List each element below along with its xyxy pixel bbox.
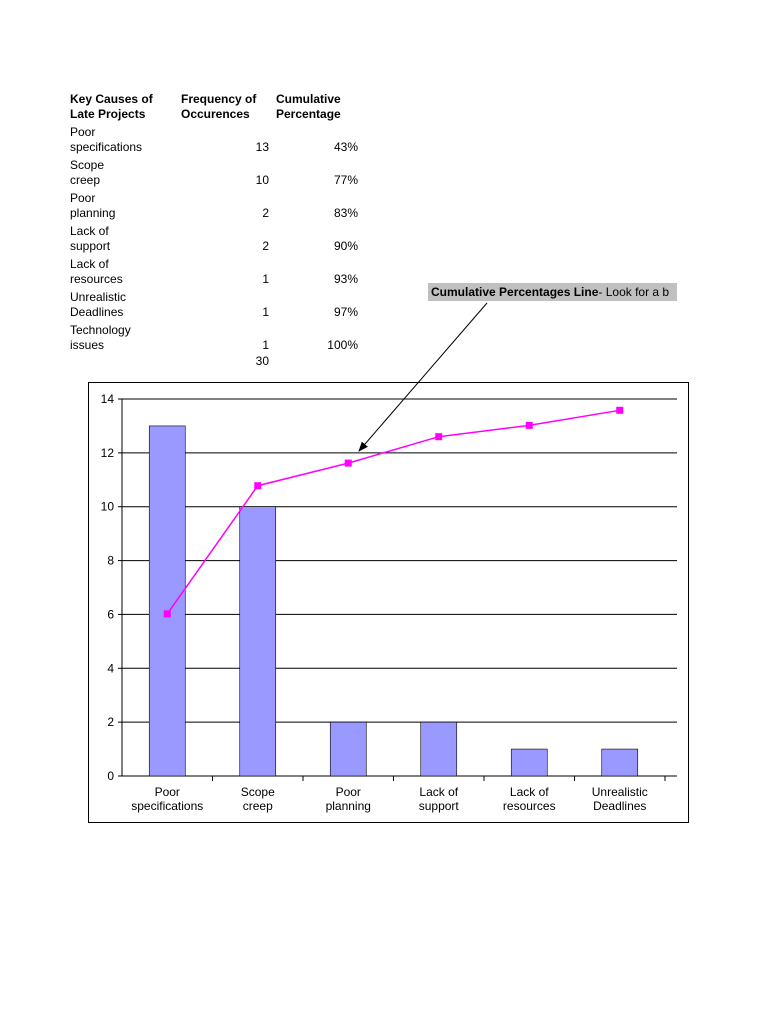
frequency-cell: 2 xyxy=(262,238,269,253)
frequency-cell: 2 xyxy=(262,205,269,220)
x-tick-label: Poor planning xyxy=(326,785,371,813)
cause-cell: Poor planning xyxy=(70,191,116,220)
x-tick-label: Poor specifications xyxy=(131,785,203,813)
line xyxy=(166,409,620,615)
frequency-cell: 13 xyxy=(255,139,269,154)
percentage-cell: 93% xyxy=(333,271,358,286)
percentage-cell: 83% xyxy=(333,205,358,220)
y-tick-label: 14 xyxy=(101,392,115,406)
table-header: Frequency of Occurences xyxy=(181,92,257,121)
y-tick-label: 8 xyxy=(107,554,114,568)
line-point xyxy=(344,459,352,467)
line-point xyxy=(254,482,262,490)
frequency-cell: 1 xyxy=(262,304,269,319)
table-header: Cumulative Percentage xyxy=(276,92,341,121)
y-tick-label: 10 xyxy=(101,500,115,514)
line-point xyxy=(525,421,533,429)
cause-cell: Scope creep xyxy=(70,158,105,187)
percentage-cell: 43% xyxy=(333,139,358,154)
x-tick-label: Lack of support xyxy=(419,785,460,813)
cause-cell: Technology issues xyxy=(70,323,131,352)
line-point xyxy=(435,433,443,441)
cause-cell: Unrealistic Deadlines xyxy=(70,290,127,319)
chart-frame xyxy=(88,382,689,823)
bar xyxy=(148,425,186,777)
annotation-title: Cumulative Percentages Line xyxy=(431,285,599,299)
bar xyxy=(420,721,458,777)
x-tick-label: Unrealistic Deadlines xyxy=(592,785,648,813)
y-tick-label: 12 xyxy=(101,446,115,460)
x-tick-label: Lack of resources xyxy=(503,785,556,813)
percentage-cell: 97% xyxy=(333,304,358,319)
annotation-text: - Look for a b xyxy=(598,285,670,299)
percentage-cell: 77% xyxy=(333,172,358,187)
line-point xyxy=(163,610,171,618)
y-tick-label: 6 xyxy=(107,607,114,621)
cause-cell: Lack of support xyxy=(70,224,111,253)
frequency-cell: 1 xyxy=(262,337,269,352)
y-tick-label: 2 xyxy=(107,715,114,729)
frequency-cell: 1 xyxy=(262,271,269,286)
percentage-cell: 90% xyxy=(333,238,358,253)
cause-cell: Lack of resources xyxy=(70,257,123,286)
x-tick-label: Scope creep xyxy=(241,785,275,813)
bar xyxy=(239,506,277,777)
frequency-cell: 10 xyxy=(255,172,269,187)
bar xyxy=(601,748,639,777)
percentage-cell: 100% xyxy=(327,337,358,352)
cause-cell: Poor specifications xyxy=(70,125,143,154)
annotation: Cumulative Percentages Line- Look for a … xyxy=(428,283,677,301)
bar xyxy=(329,721,367,777)
bar xyxy=(510,748,548,777)
total-cell: 30 xyxy=(255,354,269,368)
annotation-arrow xyxy=(358,302,488,452)
y-tick-label: 0 xyxy=(107,769,114,783)
y-tick-label: 4 xyxy=(107,661,114,675)
line-point xyxy=(616,406,624,414)
table-header: Key Causes of Late Projects xyxy=(70,92,153,121)
